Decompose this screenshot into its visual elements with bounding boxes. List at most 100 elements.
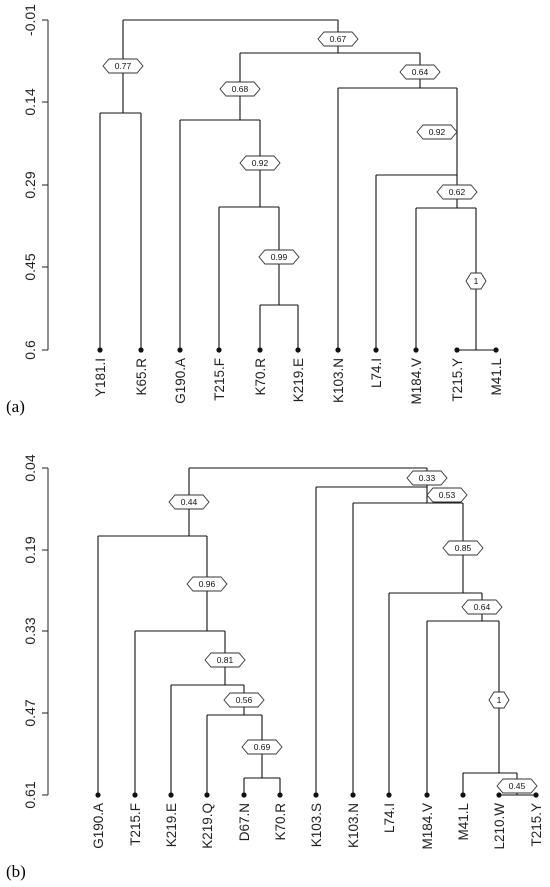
panel-a-leaf-label: K103.N	[331, 358, 346, 403]
panel-b-leaf-marker	[204, 792, 210, 798]
node-badge-value: 1	[497, 695, 502, 705]
node-badge-shape	[102, 58, 144, 74]
panel-a-leaf-marker	[177, 347, 183, 353]
panel-a-leaf-label: T215.Y	[450, 358, 465, 402]
panel-b-leaf-marker	[386, 792, 392, 798]
panel-a-leaf-marker	[216, 347, 222, 353]
panel-a-leaf-labels: Y181.I K65.R G190.A T215.F K70.R K219.E …	[93, 358, 504, 405]
panel-b-leaf-label: L74.I	[382, 803, 397, 833]
node-badge-shape	[186, 576, 228, 592]
node-badge-value: 0.92	[429, 127, 446, 137]
node-badge-shape	[436, 184, 478, 200]
node-badge-shape	[241, 739, 283, 755]
panel-b-branch	[206, 714, 263, 795]
panel-a-leaf-label: G190.A	[173, 358, 188, 404]
node-badge-value: 0.62	[449, 187, 466, 197]
panel-a-branch	[179, 119, 261, 350]
node-badge-shape	[406, 470, 448, 486]
panel-a-tick-label: 0.14	[22, 88, 38, 115]
node-badge-value: 0.92	[252, 158, 269, 168]
panel-a-leaf-marker	[335, 347, 341, 353]
node-badge-value: 0.85	[455, 543, 472, 553]
panel-a-node-badge: 0.68	[219, 81, 261, 97]
node-badge-value: 0.56	[236, 695, 253, 705]
panel-b-node-badge: 0.81	[204, 652, 246, 668]
node-badge-value: 1	[474, 276, 479, 286]
node-badge-value: 0.44	[181, 497, 198, 507]
panel-b-node-badge: 0.45	[496, 778, 538, 794]
node-badge-value: 0.96	[199, 579, 216, 589]
panel-b-leaf-label: K103.S	[309, 803, 324, 847]
panel-b-node-badge: 0.96	[186, 576, 228, 592]
panel-b-leaf-labels: G190.A T215.F K219.E K219.Q D67.N K70.R …	[91, 803, 544, 850]
panel-a-tick-label: -0.01	[22, 4, 38, 36]
node-badge-value: 0.33	[419, 473, 436, 483]
panel-b-leaf-label: M184.V	[420, 803, 435, 850]
node-badge-shape	[496, 778, 538, 794]
panel-b-tick-label: 0.47	[22, 699, 38, 726]
panel-a-leaf-marker	[373, 347, 379, 353]
panel-b-leaf-label: L210.W	[492, 803, 507, 850]
panel-b-tick-label: 0.04	[22, 454, 38, 481]
panel-a-leaf-label: Y181.I	[93, 358, 108, 397]
panel-a-axis-ticks: -0.01 0.14 0.29 0.45 0.6	[22, 4, 48, 360]
panel-b-leaf-label: K219.Q	[200, 803, 215, 849]
panel-a-leaf-marker	[295, 347, 301, 353]
panel-a-node-badge: 0.92	[416, 124, 458, 140]
panel-b-label: (b)	[6, 862, 26, 881]
panel-b-leaf-label: T215.Y	[529, 803, 544, 847]
panel-b-leaf-marker	[168, 792, 174, 798]
panel-b-leaf-label: K70.R	[273, 803, 288, 841]
panel-b-leaf-marker	[460, 792, 466, 798]
panel-a-tick-label: 0.45	[22, 253, 38, 280]
panel-b-leaf-label: G190.A	[91, 803, 106, 849]
panel-a-node-badges: 0.67 0.77 0.68 0.64 0.92 0.92	[102, 31, 487, 290]
node-badge-shape	[223, 692, 265, 708]
panel-a-leaf-label: M184.V	[409, 358, 424, 405]
panel-b-leaf-label: K103.N	[346, 803, 361, 848]
panel-b-branch	[315, 486, 428, 795]
panel-a-leaf-marker	[454, 347, 460, 353]
panel-b-branch	[388, 592, 483, 795]
node-badge-value: 0.53	[439, 490, 456, 500]
panel-b-leaf-marker	[313, 792, 319, 798]
panel-b-leaf-label: T215.F	[128, 803, 143, 846]
node-badge-shape	[204, 652, 246, 668]
panel-b-branch	[426, 620, 500, 795]
panel-b-leaf-marker	[132, 792, 138, 798]
panel-a-leaf-label: L74.I	[369, 358, 384, 388]
node-badge-value: 0.77	[115, 61, 132, 71]
panel-b-node-badge: 0.44	[168, 494, 210, 510]
panel-a-tick-label: 0.29	[22, 171, 38, 198]
panel-b: 0.04 0.19 0.33 0.47 0.61	[6, 454, 544, 881]
panel-a-branch	[99, 112, 142, 350]
node-badge-value: 0.64	[412, 67, 429, 77]
node-badge-shape	[442, 540, 484, 556]
panel-a-node-badge: 1	[465, 272, 487, 290]
panel-b-node-badge: 0.56	[223, 692, 265, 708]
node-badge-value: 0.45	[509, 781, 526, 791]
panel-b-node-badge: 0.69	[241, 739, 283, 755]
panel-a: -0.01 0.14 0.29 0.45 0.6	[6, 4, 504, 416]
panel-a-node-badge: 0.77	[102, 58, 144, 74]
panel-b-node-badge: 0.33	[406, 470, 448, 486]
panel-a-leaf-marker	[413, 347, 419, 353]
panel-b-node-badges: 0.33 0.44 0.53 0.96 0.85 0.81	[168, 470, 538, 794]
node-badge-shape	[317, 31, 359, 47]
node-badge-shape	[239, 155, 281, 171]
panel-b-leaf-marker	[350, 792, 356, 798]
node-badge-value: 0.99	[271, 252, 288, 262]
node-badge-shape	[461, 599, 503, 615]
panel-b-tick-label: 0.19	[22, 536, 38, 563]
node-badge-shape	[488, 691, 510, 709]
panel-b-axis-ticks: 0.04 0.19 0.33 0.47 0.61	[22, 454, 48, 809]
panel-b-branch	[188, 467, 428, 536]
panel-b-node-badge: 0.64	[461, 599, 503, 615]
panel-a-node-badge: 0.62	[436, 184, 478, 200]
panel-b-tick-label: 0.61	[22, 781, 38, 808]
node-badge-shape	[426, 487, 468, 503]
node-badge-value: 0.67	[330, 34, 347, 44]
panel-a-leaf-label: K219.E	[291, 358, 306, 402]
panel-a-tick-label: 0.6	[22, 340, 38, 360]
